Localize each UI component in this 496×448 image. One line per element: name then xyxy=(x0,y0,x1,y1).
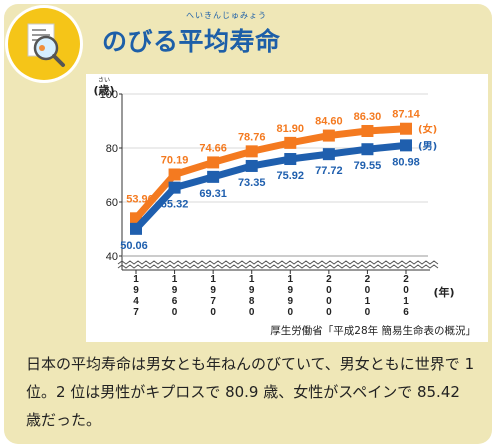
y-tick-label: 40 xyxy=(106,251,118,263)
y-tick-label: 80 xyxy=(106,143,118,155)
data-label-male: 77.72 xyxy=(315,165,343,177)
data-label-male: 80.98 xyxy=(392,156,420,168)
description-text: 日本の平均寿命は男女とも年ねんのびていて、男女ともに世界で 1 位。2 位は男性… xyxy=(26,355,475,429)
marker-male xyxy=(207,170,220,183)
data-label-female: 86.30 xyxy=(354,111,382,123)
marker-male xyxy=(284,153,297,166)
data-label-female: 53.96 xyxy=(126,193,154,205)
data-label-male: 75.92 xyxy=(277,170,305,182)
axis-break-top xyxy=(117,260,439,265)
data-label-female: 81.90 xyxy=(277,123,305,135)
data-label-male: 79.55 xyxy=(354,160,382,172)
page-title: のびる平均寿命 xyxy=(102,27,281,56)
data-label-male: 69.31 xyxy=(199,188,227,200)
marker-male xyxy=(245,159,258,172)
series-line-male xyxy=(133,141,407,232)
series-name-female: (女) xyxy=(418,123,437,136)
title-ruby: へいきんじゅみょう xyxy=(186,11,267,20)
data-label-male: 65.32 xyxy=(161,199,189,211)
marker-male xyxy=(130,222,142,235)
marker-female xyxy=(245,145,258,158)
marker-male xyxy=(322,148,335,161)
chart-canvas: 100 80 60 40 さい(歳) 1 9 4 7 1 9 6 0 1 9 7 0 1 9 8 0 1 9 9 0 2 0 0 0 2 0… xyxy=(93,77,454,318)
marker-male xyxy=(400,139,412,152)
marker-male xyxy=(168,181,181,194)
chart-source: 厚生労働省「平成28年 簡易生命表の概況」 xyxy=(270,325,476,337)
marker-female xyxy=(322,129,335,142)
axis-break-bottom xyxy=(117,264,439,269)
series-name-male: (男) xyxy=(418,140,437,152)
data-label-female: 87.14 xyxy=(392,109,420,121)
marker-male xyxy=(361,143,374,156)
marker-female xyxy=(207,156,220,169)
y-axis-label: (歳) xyxy=(93,83,114,97)
life-expectancy-chart: 100 80 60 40 さい (歳) 1 9 4 7 1 9 6 0 1 9 7 0 1 9 8 0 1 9 9 0 2 0 0 0 2 0… xyxy=(86,74,488,342)
data-label-female: 78.76 xyxy=(238,131,266,143)
y-axis-label-ruby: さい xyxy=(98,77,110,84)
marker-female xyxy=(284,136,297,149)
marker-female xyxy=(400,122,412,135)
x-axis-label: (年) xyxy=(433,285,454,299)
series-line-female xyxy=(133,125,407,221)
data-label-male: 50.06 xyxy=(120,240,148,252)
y-tick-label: 60 xyxy=(106,197,118,209)
marker-female xyxy=(361,124,374,137)
data-label-female: 74.66 xyxy=(199,142,227,154)
marker-female xyxy=(168,168,181,181)
data-label-female: 84.60 xyxy=(315,116,343,128)
data-label-female: 70.19 xyxy=(161,154,189,166)
magnifier-report-icon xyxy=(8,8,80,80)
y-tick-label: 100 xyxy=(100,89,118,101)
data-label-male: 73.35 xyxy=(238,177,266,189)
